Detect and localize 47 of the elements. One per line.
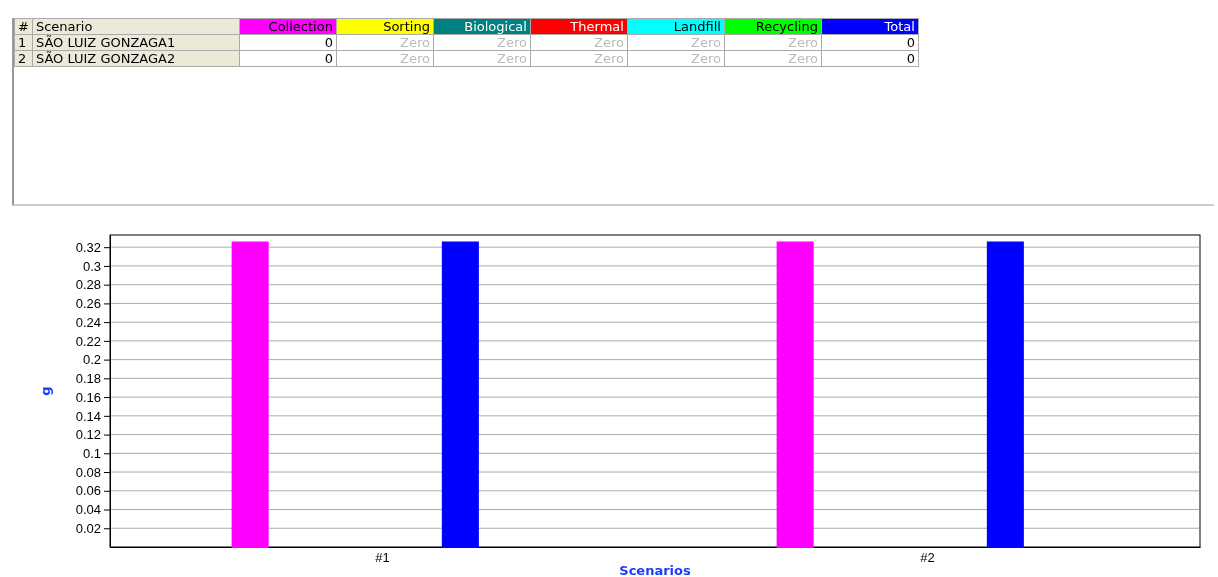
text: SÃO LUIZ GONZAGA2 (35, 51, 176, 66)
text: Zero (399, 35, 430, 50)
y-tick-label: 0.24 (75, 314, 101, 330)
y-axis-title: g (38, 386, 53, 396)
y-tick-label: 0.12 (75, 427, 101, 443)
category-label: Sorting (336, 18, 434, 35)
x-axis-title: Scenarios (619, 563, 691, 577)
text: Zero (787, 35, 818, 50)
y-tick-label: 0.08 (75, 464, 101, 480)
category-label: Recycling (724, 18, 822, 35)
text: Zero (593, 35, 624, 50)
y-tick-label: 0.14 (75, 408, 101, 424)
text: 0 (324, 51, 333, 66)
category-label: Biological (433, 18, 531, 35)
text: 0 (324, 35, 333, 50)
y-tick-label: 0.06 (75, 483, 101, 499)
y-tick-label: 0.18 (75, 371, 101, 387)
text: Zero (496, 51, 527, 66)
x-tick-label: #2 (920, 549, 935, 565)
y-tick-label: 0.2 (82, 352, 101, 368)
text: 2 (18, 51, 27, 66)
text: 0 (906, 35, 915, 50)
y-tick-label: 0.02 (75, 520, 101, 536)
y-tick-label: 0.3 (82, 258, 101, 274)
y-tick-label: 0.28 (75, 277, 101, 293)
category-label: Total (821, 18, 919, 35)
category-label: Thermal (530, 18, 628, 35)
category-label: Landfill (627, 18, 725, 35)
category-label: # (14, 18, 33, 35)
text: 1 (18, 35, 27, 50)
category-label: Scenario (32, 18, 240, 35)
y-tick-label: 0.32 (75, 239, 101, 255)
text: 0 (906, 51, 915, 66)
text: Zero (690, 51, 721, 66)
x-tick-label: #1 (375, 549, 390, 565)
y-tick-label: 0.16 (75, 389, 101, 405)
text: Zero (787, 51, 818, 66)
text: Zero (690, 35, 721, 50)
text: Zero (593, 51, 624, 66)
y-tick-label: 0.1 (82, 445, 101, 461)
text: Zero (399, 51, 430, 66)
text: Zero (496, 35, 527, 50)
y-tick-label: 0.22 (75, 333, 101, 349)
y-tick-label: 0.04 (75, 502, 101, 518)
category-label: Collection (239, 18, 337, 35)
y-tick-label: 0.26 (75, 296, 101, 312)
text: SÃO LUIZ GONZAGA1 (35, 35, 176, 50)
